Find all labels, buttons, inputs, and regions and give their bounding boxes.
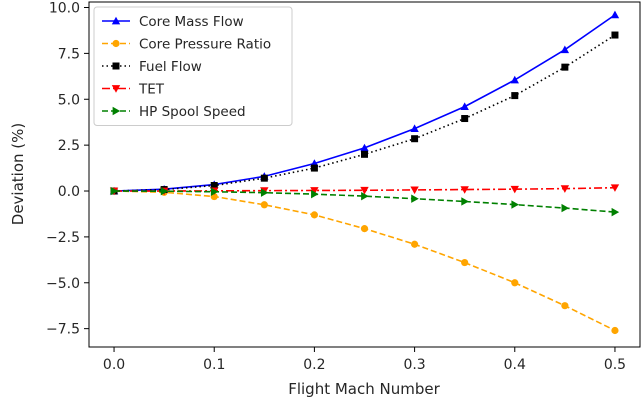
x-tick-label: 0.1 — [203, 357, 225, 373]
legend-item: HP Spool Speed — [102, 104, 246, 120]
data-point — [310, 211, 319, 219]
data-point — [610, 184, 620, 192]
data-point — [310, 164, 318, 172]
data-point — [511, 92, 519, 100]
x-tick-label: 0.5 — [604, 357, 626, 373]
x-tick-label: 0.3 — [403, 357, 425, 373]
data-point — [360, 225, 369, 233]
series-4 — [110, 186, 620, 217]
data-point — [260, 174, 268, 182]
data-point — [361, 150, 368, 158]
legend-marker — [112, 62, 120, 70]
data-point — [560, 185, 570, 193]
y-tick-label: −5.0 — [46, 276, 80, 292]
y-tick-label: 7.5 — [58, 46, 80, 62]
legend-label: HP Spool Speed — [139, 104, 246, 120]
data-point — [411, 194, 419, 203]
data-point — [510, 75, 519, 84]
data-point — [360, 143, 369, 152]
data-point — [410, 186, 419, 195]
data-point — [260, 188, 269, 197]
legend-marker — [112, 106, 121, 116]
data-point — [160, 186, 169, 196]
data-point — [210, 182, 218, 190]
plot-frame — [88, 1, 641, 348]
x-tick-label: 0.4 — [504, 357, 526, 373]
legend-label: TET — [138, 82, 165, 98]
y-tick-label: 10.0 — [49, 1, 80, 17]
data-point — [410, 240, 419, 248]
data-point — [561, 302, 569, 310]
data-point — [611, 326, 619, 335]
data-point — [560, 45, 570, 54]
legend-box — [93, 6, 293, 126]
data-point — [360, 186, 369, 195]
legend-item: Core Pressure Ratio — [102, 37, 271, 53]
data-point — [460, 186, 469, 194]
data-point — [461, 197, 469, 206]
y-tick-label: 0.0 — [58, 184, 80, 200]
y-tick-label: −2.5 — [46, 230, 80, 246]
data-point — [611, 31, 619, 39]
legend-item: Core Mass Flow — [102, 14, 244, 30]
data-point — [461, 258, 469, 267]
data-point — [511, 200, 519, 209]
data-point — [461, 115, 469, 123]
data-point — [561, 63, 569, 71]
legend-item: TET — [102, 82, 165, 98]
data-point — [410, 124, 419, 132]
y-axis-label: Deviation (%) — [9, 123, 27, 225]
x-tick-label: 0.0 — [103, 357, 125, 373]
data-point — [260, 201, 268, 209]
series-layer — [109, 10, 620, 335]
data-point — [611, 207, 620, 217]
legend-marker — [111, 16, 121, 25]
y-tick-label: −7.5 — [46, 322, 80, 338]
axes-layer: 0.0 0.1 0.2 0.3 0.4 0.5 −7.5 −5.0 −2.5 0.0 2.5 5.0 7… — [46, 1, 641, 373]
legend: Core Mass Flow Core Pressure Ratio Fuel Fl… — [93, 6, 293, 126]
legend-marker — [111, 85, 121, 93]
data-point — [411, 135, 419, 143]
data-point — [110, 186, 119, 196]
legend-item: Fuel Flow — [102, 59, 202, 75]
y-tick-label: 5.0 — [58, 92, 80, 108]
legend-marker — [112, 39, 120, 48]
series-line — [114, 190, 616, 213]
legend-label: Fuel Flow — [139, 59, 202, 75]
x-axis-label: Flight Mach Number — [288, 380, 440, 398]
y-tick-label: 2.5 — [58, 138, 80, 154]
data-point — [310, 187, 319, 195]
data-point — [361, 191, 369, 201]
data-point — [311, 189, 319, 199]
data-point — [561, 203, 570, 213]
data-point — [210, 187, 219, 196]
data-point — [610, 10, 620, 19]
data-point — [510, 185, 519, 194]
legend-label: Core Mass Flow — [139, 14, 244, 30]
data-point — [511, 279, 519, 287]
legend-label: Core Pressure Ratio — [139, 37, 271, 53]
data-point — [460, 102, 469, 110]
x-tick-label: 0.2 — [303, 357, 325, 373]
